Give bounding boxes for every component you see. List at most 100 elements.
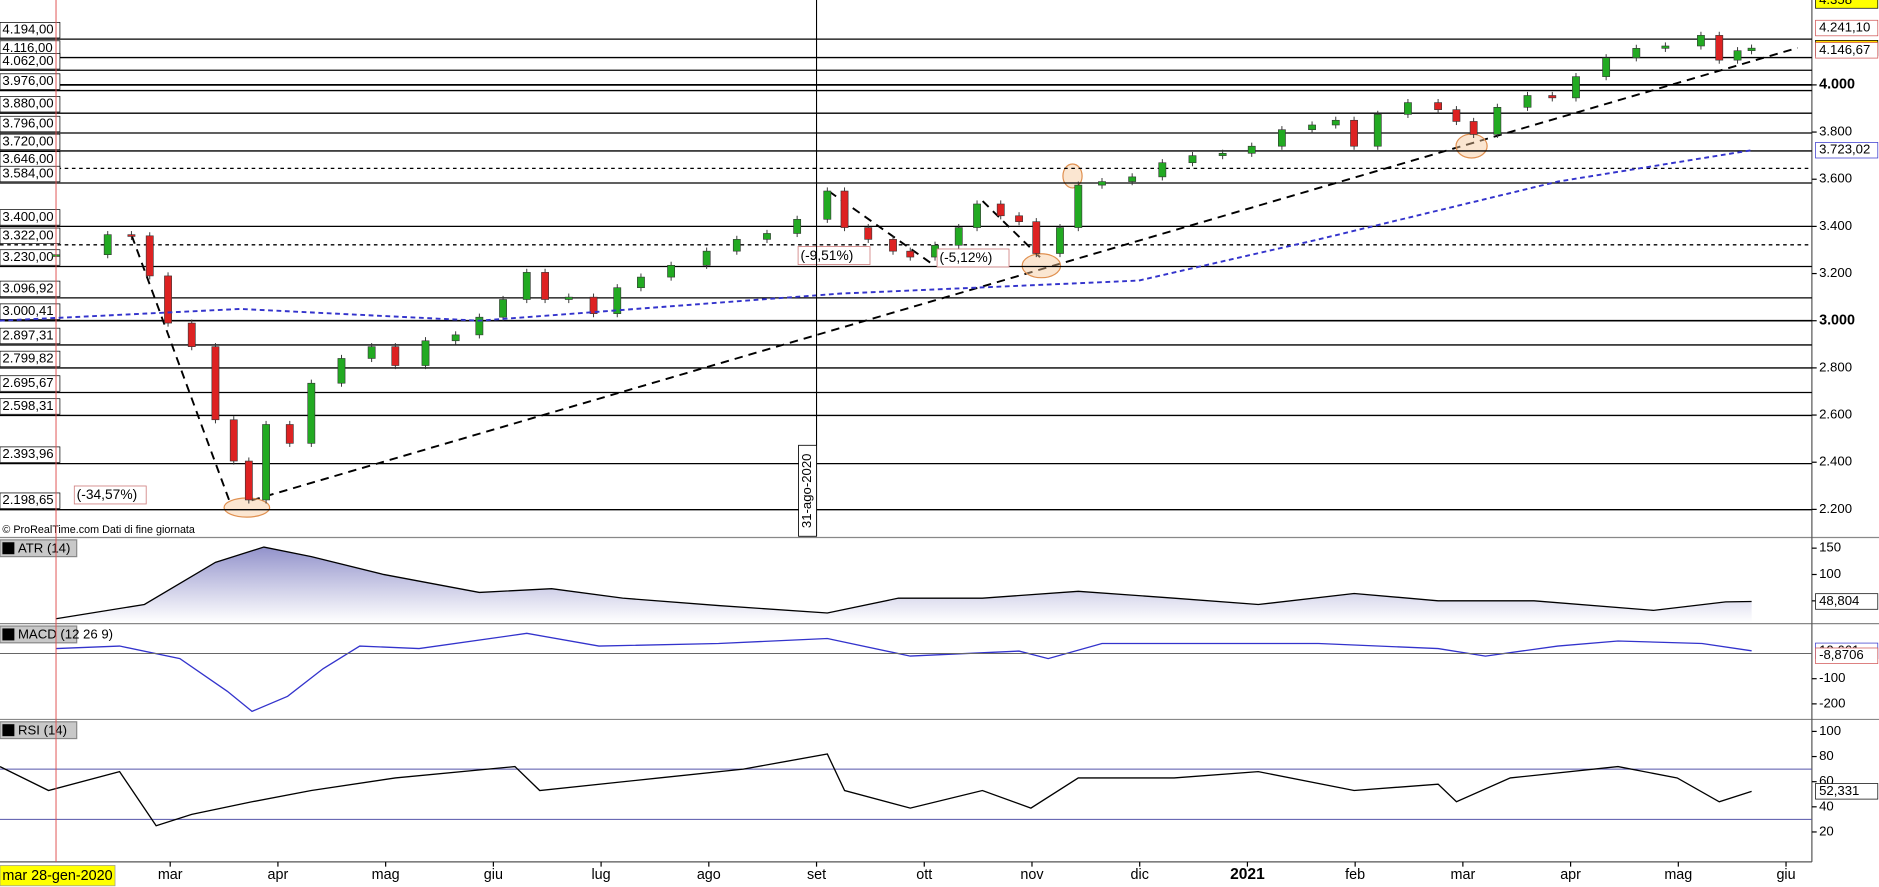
candle [906,250,915,258]
series-line [0,753,1752,827]
y-tick-label: 150 [1819,540,1841,555]
candle [103,234,112,255]
y-tick-label: -100 [1819,670,1845,685]
cursor-label-bg [0,865,116,887]
y-tick-label: 3.800 [1819,124,1852,139]
candle [522,272,531,300]
level-label: 3.976,00 [2,73,53,88]
candle [1697,35,1705,47]
value-label: 4.358 [1819,0,1852,7]
candle [244,460,253,501]
x-tick-label: ago [697,867,721,883]
candle [1733,50,1742,61]
candle [285,424,294,444]
candle [1404,102,1412,115]
candle [1661,45,1670,49]
candle [541,272,549,300]
candle [637,276,645,289]
y-tick-label: 4.000 [1819,77,1855,93]
x-tick-label: mag [372,867,400,883]
value-label-bg [1815,647,1879,664]
x-tick-label: giu [1776,867,1795,883]
value-label: -8,8706 [1819,647,1864,662]
value-label: 4.241,10 [1819,20,1870,35]
trend-line [130,235,231,504]
candle [1548,95,1557,99]
candle [1247,145,1256,154]
area-fill [55,547,1752,623]
candle [1373,114,1382,147]
level-label-bg [0,249,61,266]
value-label: 52,331 [1819,783,1859,798]
level-label: 2.393,96 [2,446,53,461]
level-label-bg [0,375,61,392]
panel-title-bg [0,539,78,558]
candle [451,334,460,342]
candle [1715,35,1724,61]
level-label: 3.880,00 [2,96,53,111]
level-label-bg [0,227,61,244]
candle [1074,184,1083,228]
candle [1188,155,1197,164]
y-tick-label: 20 [1819,823,1834,838]
candle [1158,162,1167,178]
candle [1308,124,1316,131]
y-tick-label: 40 [1819,798,1834,813]
candle [164,275,172,324]
level-label-bg [0,133,61,151]
level-label: 2.198,65 [2,492,53,507]
value-label-bg [1815,142,1879,159]
candle [262,424,270,501]
x-tick-label: nov [1020,867,1044,883]
level-label: 4.116,00 [2,40,52,55]
drawings [0,0,1879,863]
y-tick-label: 2.600 [1819,407,1852,422]
candle [1452,109,1461,122]
y-tick-label: 100 [1819,566,1841,581]
y-tick-label: 3.000 [1819,313,1855,329]
x-tick-label: lug [592,867,611,883]
annotation: (-9,51%) [800,248,853,263]
highlight [1062,163,1083,189]
candle [367,346,376,359]
candle [667,265,676,278]
candle [702,250,711,266]
value-label-bg [1815,783,1879,800]
highlight [1455,133,1488,159]
candle [187,322,196,347]
candle [1523,95,1532,108]
value-label-bg [1815,593,1879,610]
y-tick-label: 80 [1819,748,1834,763]
level-label: 3.096,92 [2,280,53,295]
candle [889,239,897,252]
candle [1015,215,1023,222]
highlight [1021,253,1062,279]
x-tick-label: 2021 [1230,866,1265,883]
level-label: 2.799,82 [2,350,53,365]
candle [211,346,220,421]
candle [307,382,316,444]
panel-title-icon [2,724,15,737]
candle [337,358,346,384]
x-tick-label: apr [268,867,289,883]
candle [840,190,849,228]
candle [145,235,154,277]
candle [1602,57,1611,77]
value-label-bg [1815,42,1879,59]
level-label: 4.062,00 [2,53,53,68]
candle [1493,107,1502,135]
level-label-bg [0,73,61,90]
y-tick-label: -200 [1819,695,1845,710]
y-tick-label: 2.200 [1819,501,1852,516]
candle [1572,76,1580,99]
cursor-label: mar 28-gen-2020 [2,868,112,884]
annotation-box [936,248,1010,268]
panel-title-icon [2,628,15,641]
candle [421,340,430,366]
level-label-bg [0,115,61,133]
candle [1032,221,1041,254]
value-label: 3.723,02 [1819,142,1870,157]
candle [1331,119,1340,126]
level-label-bg [0,446,61,463]
